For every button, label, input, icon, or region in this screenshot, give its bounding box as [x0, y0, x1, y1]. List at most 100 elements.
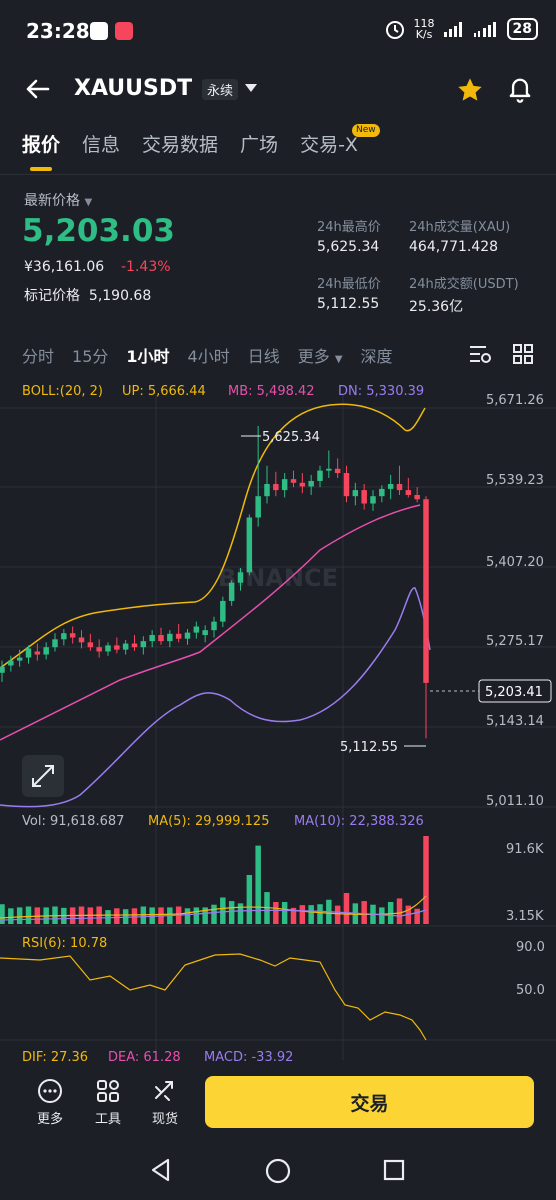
price-axis-label: 5,143.14: [486, 714, 544, 729]
candle-body: [175, 633, 182, 639]
symbol-dropdown-chevron-icon[interactable]: [245, 84, 257, 92]
candle-body: [69, 633, 76, 638]
interval-timeline[interactable]: 分时: [22, 347, 55, 366]
candle-body: [361, 490, 367, 504]
macd-value: MACD: -33.92: [204, 1050, 293, 1062]
interval-15m[interactable]: 15分: [72, 347, 109, 366]
candle-body: [158, 635, 164, 642]
tab-trading-data[interactable]: 交易数据: [142, 134, 219, 156]
volume-bar: [184, 908, 191, 924]
status-right-group: 118 K/s 28: [384, 18, 538, 40]
rsi-axis-label: 50.0: [516, 983, 545, 998]
status-time: 23:28: [26, 19, 90, 43]
trade-button[interactable]: 交易: [205, 1076, 534, 1128]
candle-body: [264, 484, 270, 497]
interval-4h[interactable]: 4小时: [187, 347, 230, 366]
battery-indicator: 28: [506, 18, 538, 40]
volume-bars: [0, 836, 429, 924]
volume-axis-label: 91.6K: [506, 842, 544, 857]
candle-body: [246, 517, 253, 573]
volume-bar: [8, 908, 14, 924]
tab-quote[interactable]: 报价: [22, 130, 60, 171]
binance-watermark: BINANCE: [218, 564, 338, 592]
candle-body: [326, 468, 332, 471]
main-tabs: 报价 信息 交易数据 广场 交易-X: [22, 130, 358, 171]
candle-body: [396, 484, 403, 491]
volume-bar: [228, 901, 235, 924]
volume-ma5-line: [0, 895, 427, 919]
candle-body: [255, 496, 261, 518]
high-24h-value: 5,625.34: [317, 239, 380, 255]
price-change-percent: -1.43%: [121, 259, 171, 275]
nav-home-icon[interactable]: [264, 1157, 292, 1185]
boll-mb-value: MB: 5,498.42: [228, 384, 315, 399]
candle-body: [352, 490, 359, 497]
candle-body: [43, 647, 49, 655]
spot-button[interactable]: 现货: [145, 1078, 185, 1127]
candles-group: [0, 425, 429, 739]
interval-depth[interactable]: 深度: [360, 347, 393, 366]
price-axis-label: 5,011.10: [486, 794, 544, 809]
chart-grid: [0, 395, 556, 1060]
indicator-settings-icon[interactable]: [468, 343, 492, 365]
mark-price-label: 标记价格: [24, 288, 80, 304]
back-arrow-icon[interactable]: [22, 74, 52, 104]
boll-middle-line: [0, 504, 421, 741]
system-nav-bar: [0, 1140, 556, 1200]
tab-square[interactable]: 广场: [240, 134, 279, 156]
candle-body: [96, 647, 102, 652]
more-button[interactable]: 更多: [30, 1078, 70, 1127]
boll-up-value: UP: 5,666.44: [122, 384, 206, 399]
low-marker-label: 5,112.55: [340, 740, 398, 755]
rsi-line: [0, 953, 427, 1041]
volume-bar: [131, 908, 138, 924]
volume-bar: [387, 902, 394, 924]
more-button-label: 更多: [36, 1112, 63, 1127]
symbol-title[interactable]: XAUUSDT: [74, 76, 193, 101]
tools-button[interactable]: 工具: [88, 1078, 128, 1127]
volume-bar: [423, 836, 429, 924]
tab-info[interactable]: 信息: [82, 134, 121, 156]
interval-1d[interactable]: 日线: [247, 347, 280, 366]
candle-body: [370, 496, 376, 504]
volume-24h-label: 24h成交量(XAU): [409, 220, 511, 235]
high-marker-label: 5,625.34: [262, 430, 320, 445]
nav-back-icon[interactable]: [148, 1157, 174, 1183]
candle-body: [184, 632, 191, 639]
favorite-star-icon[interactable]: [456, 76, 484, 104]
volume-label: Vol: 91,618.687: [22, 814, 124, 829]
interval-more[interactable]: 更多 ▼: [297, 347, 343, 366]
interval-1h[interactable]: 1小时: [126, 347, 170, 366]
volume-bar: [25, 906, 32, 924]
tools-button-label: 工具: [94, 1112, 121, 1127]
network-speed: 118 K/s: [413, 17, 435, 41]
cny-price: ¥36,161.06: [24, 259, 105, 275]
more-dots-icon: [38, 1079, 62, 1103]
interval-selector: 分时 15分 1小时 4小时 日线 更多 ▼ 深度: [22, 343, 393, 367]
tab-trade-x[interactable]: 交易-X: [300, 134, 358, 156]
contract-type-badge[interactable]: 永续: [202, 79, 239, 100]
candle-body: [405, 490, 412, 495]
expand-icon[interactable]: [32, 765, 54, 787]
candle-body: [299, 482, 306, 487]
notification-bell-icon[interactable]: [506, 74, 534, 104]
kline-chart[interactable]: BOLL:(20, 2) UP: 5,666.44 MB: 5,498.42 D…: [0, 372, 556, 1062]
candle-body: [290, 479, 297, 483]
low-24h-label: 24h最低价: [317, 277, 381, 292]
candle-body: [414, 494, 420, 500]
boll-upper-line: [0, 403, 426, 669]
notification-app-icon: [90, 22, 108, 40]
candle-body: [52, 639, 58, 648]
high-24h-label: 24h最高价: [317, 220, 381, 235]
layout-grid-icon[interactable]: [512, 343, 534, 365]
latest-price-label[interactable]: 最新价格 ▼: [24, 193, 93, 209]
candle-body: [114, 645, 120, 650]
volume-bar: [308, 905, 314, 924]
volume-ma5: MA(5): 29,999.125: [148, 814, 269, 829]
status-bar: 23:28 118 K/s 28: [0, 0, 556, 62]
nav-recents-icon[interactable]: [382, 1158, 406, 1182]
boll-dn-value: DN: 5,330.39: [338, 384, 424, 399]
low-24h-value: 5,112.55: [317, 296, 380, 312]
volume-bar: [290, 907, 297, 924]
more-chevron-icon: ▼: [334, 354, 343, 365]
